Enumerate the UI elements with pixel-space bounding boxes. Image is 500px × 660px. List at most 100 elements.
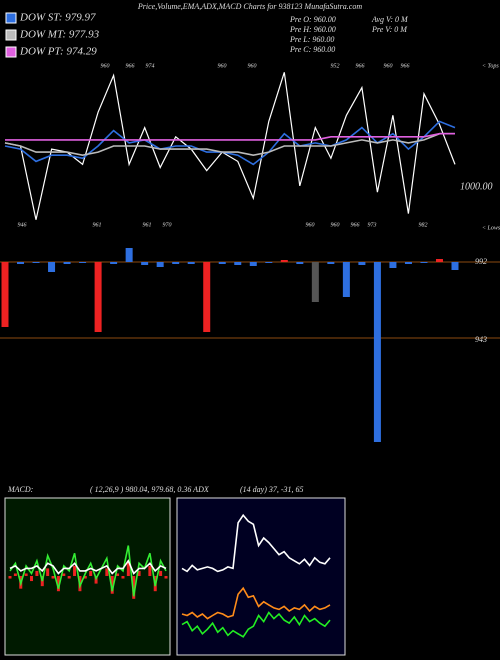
volume-bar bbox=[172, 262, 180, 264]
volume-bar bbox=[203, 262, 211, 332]
volume-bar bbox=[1, 262, 9, 327]
volume-bar bbox=[342, 262, 350, 297]
info-label: Pre H: 960.00 bbox=[289, 25, 336, 34]
volume-bar bbox=[358, 262, 366, 265]
legend-swatch bbox=[5, 29, 17, 41]
legend-swatch bbox=[5, 46, 17, 58]
histogram-bar bbox=[83, 576, 87, 579]
trough-label: 982 bbox=[419, 222, 428, 228]
volume-bar bbox=[141, 262, 149, 265]
volume-bar bbox=[48, 262, 56, 272]
peak-label: 966 bbox=[356, 63, 365, 69]
peak-label: 960 bbox=[248, 63, 257, 69]
histogram-bar bbox=[126, 560, 130, 576]
volume-bar bbox=[32, 262, 40, 263]
histogram-bar bbox=[148, 565, 152, 576]
macd-panel bbox=[4, 497, 171, 656]
histogram-bar bbox=[132, 576, 136, 599]
volume-bar bbox=[451, 262, 459, 270]
histogram-bar bbox=[8, 576, 12, 579]
histogram-bar bbox=[67, 576, 71, 579]
series-line bbox=[4, 72, 456, 220]
histogram-bar bbox=[137, 570, 141, 576]
volume-bar bbox=[389, 262, 397, 268]
adx-title: (14 day) 37, -31, 65 bbox=[240, 485, 304, 494]
histogram-bar bbox=[110, 576, 114, 594]
chart-title: Price,Volume,EMA,ADX,MACD Charts for 938… bbox=[137, 2, 362, 11]
trough-label: 960 bbox=[306, 222, 315, 228]
histogram-bar bbox=[121, 576, 125, 579]
annotation: 992 bbox=[475, 257, 487, 266]
volume-bar bbox=[156, 262, 164, 267]
histogram-bar bbox=[73, 565, 77, 576]
trough-label: 973 bbox=[368, 222, 377, 228]
series-line bbox=[5, 132, 455, 141]
volume-bar bbox=[311, 262, 319, 302]
peak-label: 966 bbox=[126, 63, 135, 69]
volume-bar bbox=[327, 262, 335, 264]
macd-subtitle: ( 12,26,9 ) 980.04, 979.68, 0.36 ADX bbox=[90, 485, 210, 494]
info-label: Pre O: 960.00 bbox=[289, 15, 336, 24]
volume-bar bbox=[404, 262, 412, 264]
histogram-bar bbox=[46, 568, 50, 576]
peak-label: 960 bbox=[101, 63, 110, 69]
annotation: 1000.00 bbox=[460, 181, 493, 192]
series-line bbox=[181, 611, 331, 638]
volume-bar bbox=[17, 262, 25, 264]
trough-label: 966 bbox=[351, 222, 360, 228]
histogram-bar bbox=[89, 570, 93, 576]
histogram-bar bbox=[105, 568, 109, 576]
peak-label: 960 bbox=[218, 63, 227, 69]
volume-bar bbox=[296, 262, 304, 264]
peak-label: 974 bbox=[146, 62, 155, 69]
annotation: < Tops bbox=[482, 63, 499, 69]
histogram-bar bbox=[56, 576, 60, 592]
histogram-bar bbox=[164, 576, 168, 579]
histogram-bar bbox=[159, 570, 163, 576]
volume-bar bbox=[280, 260, 288, 262]
volume-bar bbox=[79, 262, 87, 263]
series-line bbox=[9, 545, 167, 597]
macd-title: MACD: bbox=[7, 485, 34, 494]
legend-label: DOW ST: 979.97 bbox=[19, 12, 96, 24]
legend-label: DOW PT: 974.29 bbox=[19, 46, 97, 58]
info-label: Avg V: 0 M bbox=[371, 15, 409, 24]
trough-label: 970 bbox=[163, 222, 172, 228]
info-label: Pre V: 0 M bbox=[371, 25, 408, 34]
adx-panel bbox=[176, 497, 346, 656]
histogram-bar bbox=[13, 573, 17, 576]
peak-label: 952 bbox=[331, 63, 340, 69]
volume-bar bbox=[63, 262, 71, 264]
volume-bar bbox=[218, 262, 226, 264]
volume-bar bbox=[265, 262, 273, 263]
histogram-bar bbox=[35, 570, 39, 576]
trough-label: 961 bbox=[93, 222, 102, 228]
series-line bbox=[181, 513, 331, 573]
peak-label: 960 bbox=[384, 63, 393, 69]
info-label: Pre C: 960.00 bbox=[289, 45, 335, 54]
volume-bar bbox=[94, 262, 102, 332]
annotation: 943 bbox=[475, 335, 487, 344]
series-line bbox=[4, 132, 455, 157]
histogram-bar bbox=[51, 576, 55, 579]
volume-bar bbox=[187, 262, 195, 264]
legend-label: DOW MT: 977.93 bbox=[19, 29, 100, 41]
volume-bar bbox=[125, 248, 133, 262]
histogram-bar bbox=[30, 576, 34, 582]
volume-bar bbox=[373, 262, 381, 442]
histogram-bar bbox=[116, 573, 120, 576]
annotation: < Lows bbox=[482, 225, 500, 231]
info-label: Pre L: 960.00 bbox=[289, 35, 334, 44]
trough-label: 946 bbox=[18, 221, 27, 228]
series-line bbox=[4, 120, 456, 166]
series-line bbox=[9, 559, 167, 575]
histogram-bar bbox=[62, 573, 66, 576]
trough-label: 961 bbox=[143, 222, 152, 228]
legend-swatch bbox=[5, 12, 17, 24]
volume-bar bbox=[110, 262, 118, 264]
volume-bar bbox=[420, 262, 428, 263]
peak-label: 966 bbox=[401, 63, 410, 69]
volume-bar bbox=[249, 262, 257, 266]
series-line bbox=[181, 586, 331, 620]
